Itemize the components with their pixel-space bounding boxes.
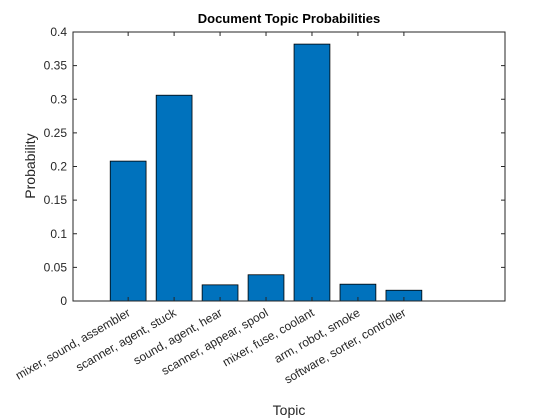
y-axis-label: Probability [22,133,38,198]
x-axis-label: Topic [273,402,306,418]
y-tick-label: 0.1 [50,227,67,241]
y-tick-label: 0.25 [44,126,68,140]
y-tick-label: 0.2 [50,160,67,174]
bar [293,43,331,302]
chart-title: Document Topic Probabilities [198,11,381,26]
y-tick-label: 0 [60,294,67,308]
y-tick-label: 0.35 [44,59,68,73]
y-tick-label: 0.05 [44,260,68,274]
y-tick-label: 0.15 [44,193,68,207]
bar [109,160,147,302]
y-tick-label: 0.4 [50,25,67,39]
bar [155,94,193,302]
y-tick-label: 0.3 [50,92,67,106]
axes-box [72,31,506,302]
bar [247,274,285,302]
